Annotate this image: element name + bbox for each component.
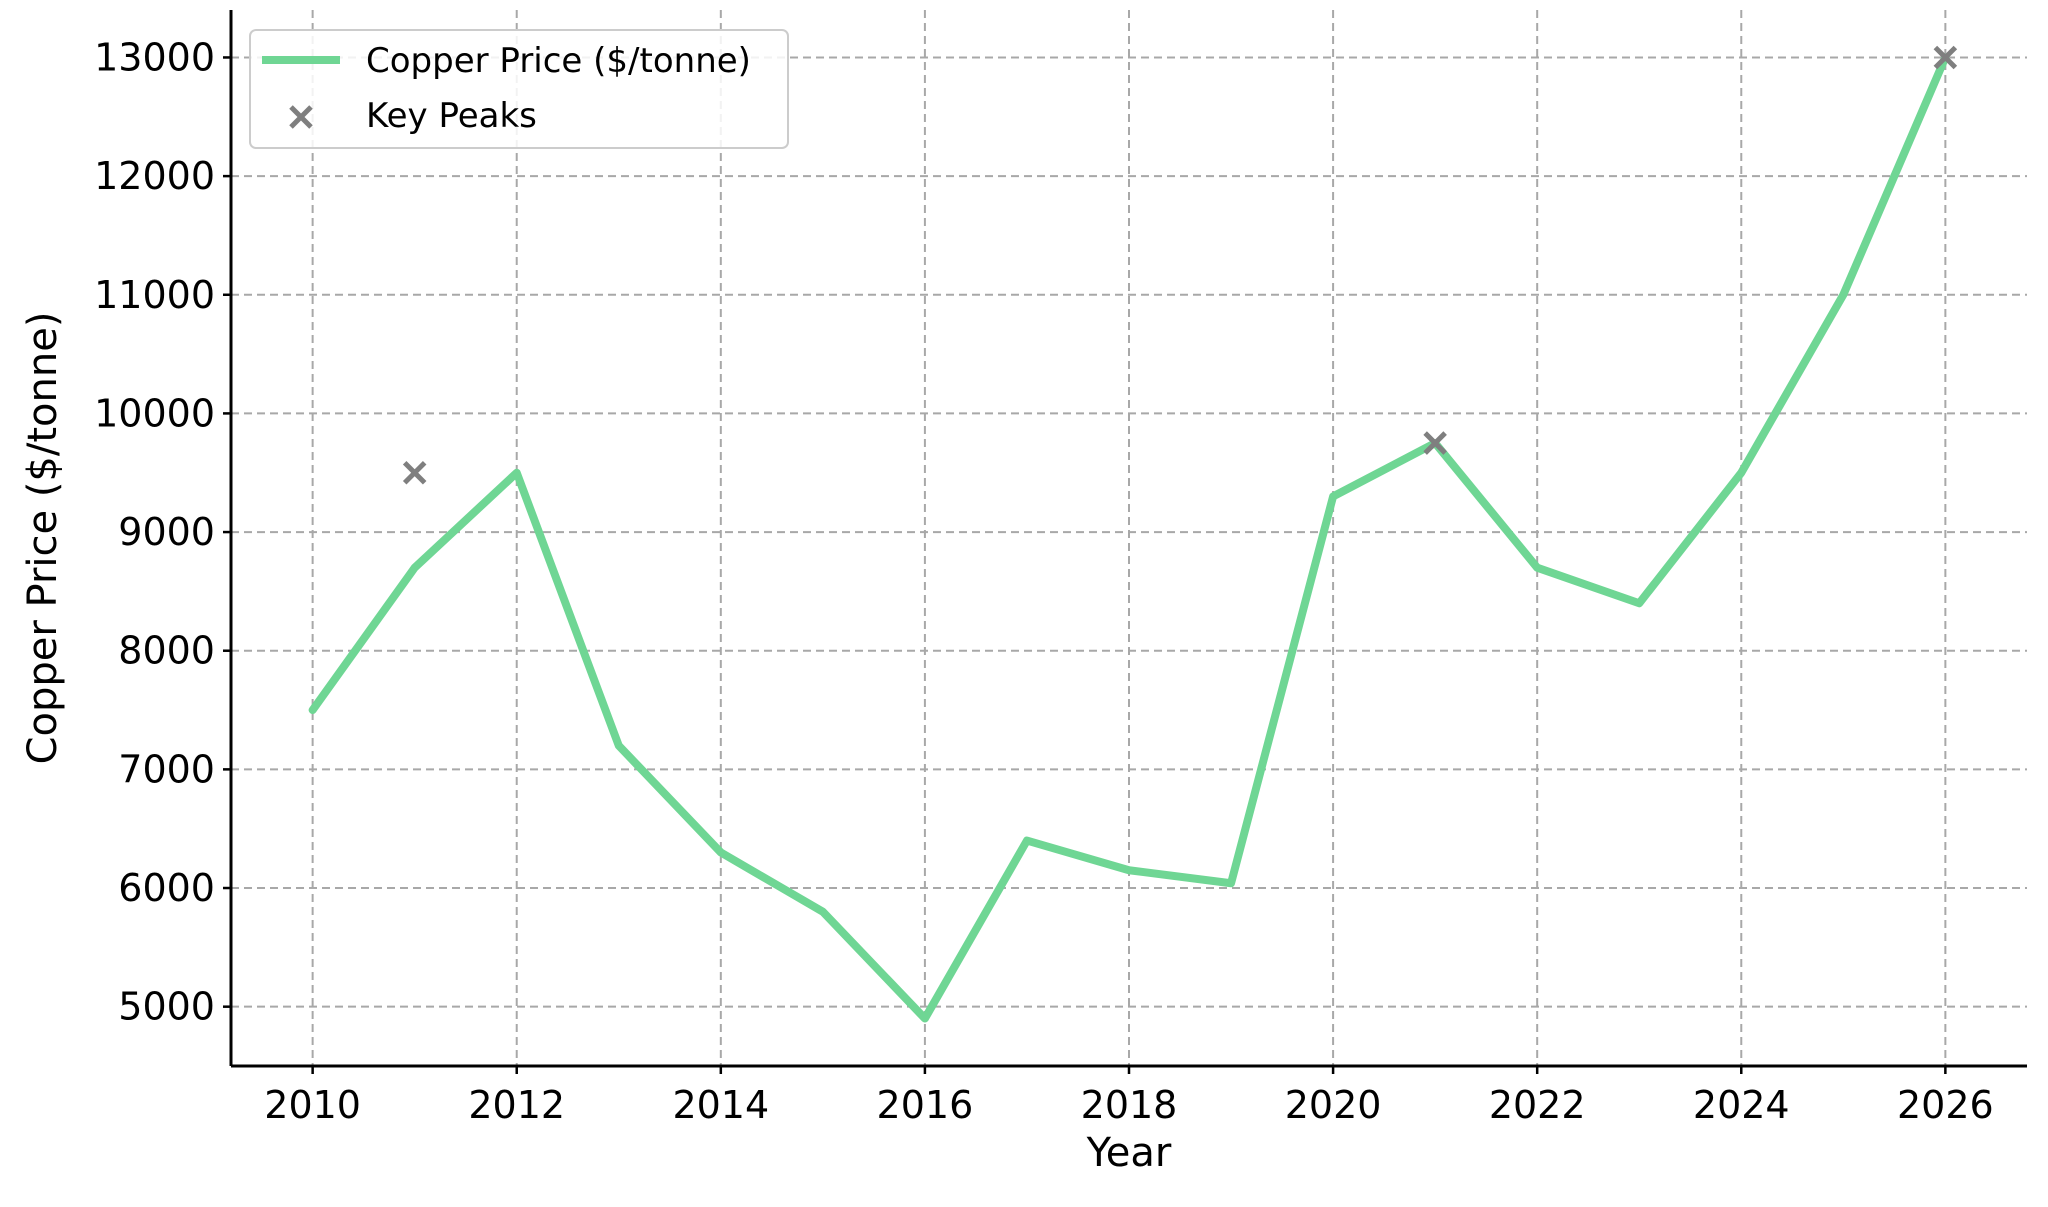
x-tick-label: 2012	[468, 1083, 565, 1127]
y-axis-title: Copper Price ($/tonne)	[20, 312, 66, 765]
y-tick-label: 13000	[94, 35, 215, 79]
x-tick-label: 2018	[1081, 1083, 1178, 1127]
copper-price-point	[822, 911, 824, 913]
y-tick-label: 8000	[118, 629, 215, 673]
copper-price-point	[618, 745, 620, 747]
x-tick-label: 2016	[877, 1083, 974, 1127]
x-axis-title: Year	[1086, 1130, 1172, 1176]
copper-price-point	[1230, 882, 1232, 884]
copper-price-point	[1026, 840, 1028, 842]
x-tick-label: 2024	[1693, 1083, 1790, 1127]
copper-price-point	[516, 472, 518, 474]
key-peak-marker	[1423, 431, 1447, 455]
copper-price-point	[312, 709, 314, 711]
y-tick-label: 10000	[94, 391, 215, 435]
series-layer	[308, 45, 1958, 1023]
legend: Copper Price ($/tonne) Key Peaks	[249, 29, 789, 149]
x-tick-label: 2022	[1489, 1083, 1586, 1127]
x-tick-label: 2010	[264, 1083, 361, 1127]
x-tick-label: 2020	[1285, 1083, 1382, 1127]
copper-price-point	[720, 851, 722, 853]
y-tick-label: 5000	[118, 985, 215, 1029]
copper-price-point	[1332, 495, 1334, 497]
grid-lines	[231, 10, 2027, 1066]
axes	[223, 10, 2027, 1074]
key-peak-marker	[402, 460, 427, 485]
x-tick-label: 2014	[672, 1083, 769, 1127]
legend-label-copper-price: Copper Price ($/tonne)	[366, 41, 751, 81]
copper-price-point	[414, 567, 416, 569]
tick-labels: 2010 2012 2014 2016 2018 2020 2022 2024 2026 5000…	[94, 35, 1994, 1127]
key-peak-marker	[1933, 45, 1958, 70]
y-tick-label: 9000	[118, 510, 215, 554]
copper-price-point	[1842, 294, 1844, 296]
legend-box	[249, 29, 789, 149]
copper-price-point	[1740, 472, 1742, 474]
copper-price-point	[1128, 869, 1130, 871]
copper-price-point	[924, 1018, 926, 1020]
legend-peak-marker	[289, 105, 313, 129]
y-tick-label: 11000	[94, 273, 215, 317]
copper-price-point	[1536, 567, 1538, 569]
y-tick-label: 7000	[118, 747, 215, 791]
y-tick-label: 12000	[94, 154, 215, 198]
copper-price-point	[1638, 602, 1640, 604]
legend-label-key-peaks: Key Peaks	[366, 96, 537, 136]
y-tick-label: 6000	[118, 866, 215, 910]
x-tick-label: 2026	[1897, 1083, 1994, 1127]
